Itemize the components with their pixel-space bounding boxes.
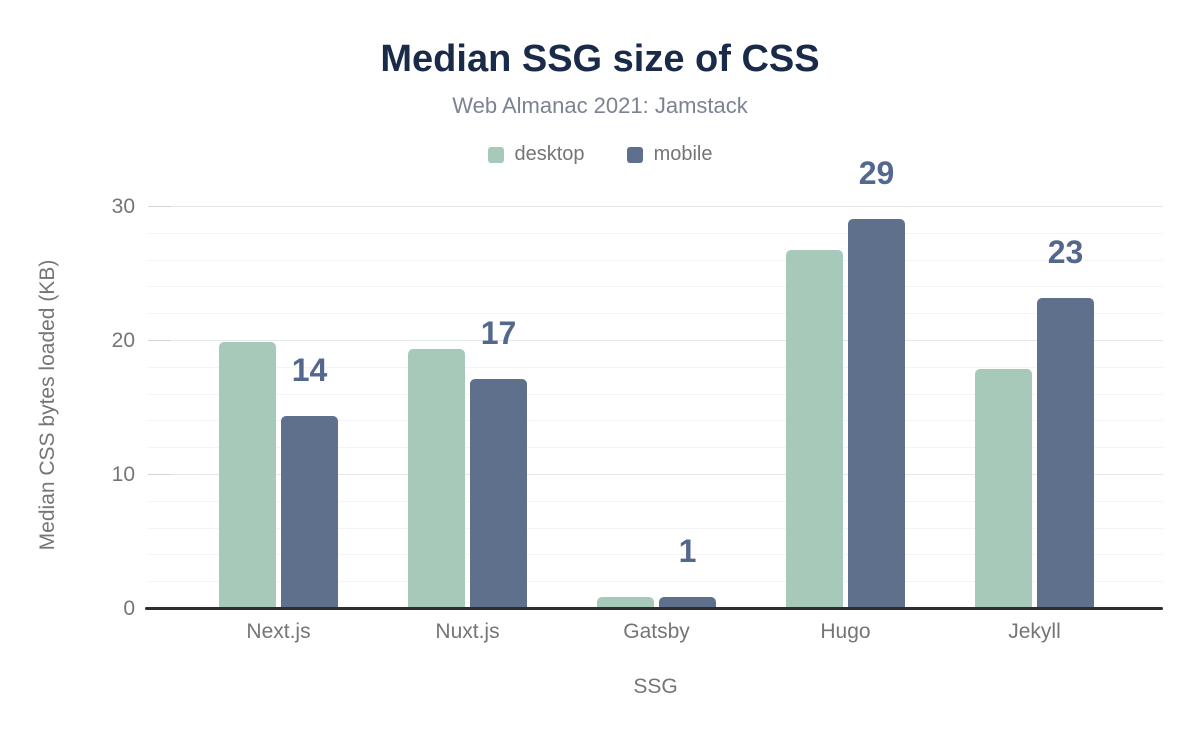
minor-gridline [148,500,1163,502]
bar-desktop-jekyll[interactable] [975,369,1032,609]
y-tick-label-30: 30 [111,195,135,218]
x-tick-label-nuxt-js: Nuxt.js [435,620,500,643]
x-tick-label-gatsby: Gatsby [623,620,690,643]
x-tick-label-jekyll: Jekyll [1008,620,1061,643]
y-tick-label-0: 0 [123,597,135,620]
data-label-jekyll: 23 [1047,234,1084,271]
plot-area: 14 17 1 29 23 [145,157,1163,610]
legend-label-mobile: mobile [653,143,713,165]
minor-gridline [148,393,1163,395]
legend-label-desktop: desktop [514,143,585,165]
minor-gridline [148,447,1163,449]
minor-gridline [148,527,1163,529]
minor-gridline [148,581,1163,583]
data-label-hugo: 29 [858,155,895,192]
bar-desktop-nuxt-js[interactable] [408,349,465,609]
minor-gridline [148,259,1163,261]
data-label-gatsby: 1 [678,532,697,569]
minor-gridline [148,554,1163,556]
x-axis-title: SSG [633,675,678,698]
legend-swatch-mobile [626,146,643,163]
data-label-next-js: 14 [291,352,328,389]
bar-mobile-jekyll[interactable] [1037,298,1094,609]
minor-gridline [148,366,1163,368]
y-axis-tick-mark [148,340,171,341]
bar-mobile-nuxt-js[interactable] [470,378,527,609]
chart-title: Median SSG size of CSS [380,38,820,80]
x-tick-label-next-js: Next.js [246,620,311,643]
major-gridline [148,340,1163,341]
x-axis-line [145,607,1163,610]
bar-desktop-hugo[interactable] [786,249,843,609]
bar-mobile-hugo[interactable] [848,219,905,609]
bar-mobile-gatsby[interactable] [659,596,716,609]
x-tick-label-hugo: Hugo [820,620,871,643]
minor-gridline [148,313,1163,315]
minor-gridline [148,286,1163,288]
legend-item-mobile[interactable]: mobile [626,143,713,166]
bar-mobile-next-js[interactable] [281,416,338,609]
y-axis-title: Median CSS bytes loaded (KB) [36,259,59,551]
bar-desktop-next-js[interactable] [219,342,276,609]
major-gridline [148,206,1163,207]
y-tick-label-10: 10 [111,463,135,486]
y-tick-label-20: 20 [111,329,135,352]
bar-desktop-gatsby[interactable] [597,596,654,609]
major-gridline [148,474,1163,475]
minor-gridline [148,420,1163,422]
minor-gridline [148,232,1163,234]
legend-item-desktop[interactable]: desktop [487,143,585,166]
y-axis-tick-mark [148,474,171,475]
chart-subtitle: Web Almanac 2021: Jamstack [452,93,748,118]
legend-swatch-desktop [487,146,504,163]
y-axis-tick-mark [148,206,171,207]
data-label-nuxt-js: 17 [480,314,517,351]
legend: desktop mobile [0,143,1200,166]
